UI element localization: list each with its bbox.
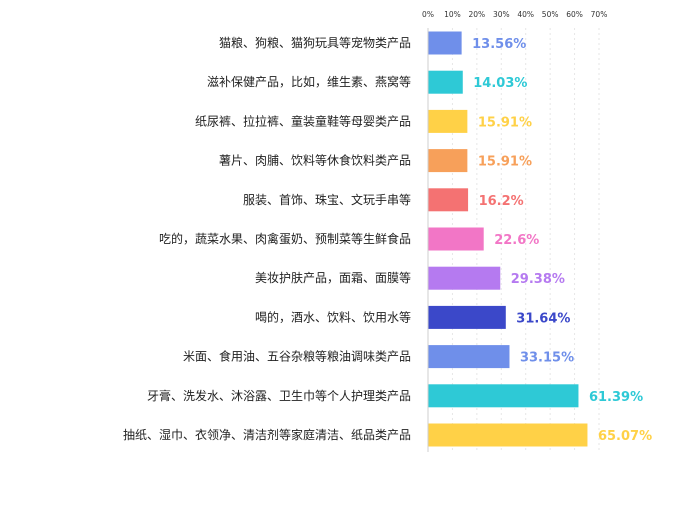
category-labels: 猫粮、狗粮、猫狗玩具等宠物类产品滋补保健产品，比如，维生素、燕窝等纸尿裤、拉拉裤… (123, 35, 411, 442)
x-tick-label: 10% (444, 10, 461, 19)
data-label: 22.6% (494, 233, 539, 248)
bar (428, 188, 469, 212)
category-label: 牙膏、洗发水、沐浴露、卫生巾等个人护理类产品 (147, 388, 411, 403)
category-label: 抽纸、湿巾、衣领净、清洁剂等家庭清洁、纸品类产品 (123, 427, 411, 442)
category-label: 纸尿裤、拉拉裤、童装童鞋等母婴类产品 (195, 113, 411, 128)
value-labels: 13.56% 14.03% 15.91% 15.91% 16.2% 22.6% 29.38%… (472, 37, 652, 444)
data-label: 14.03% (473, 76, 527, 91)
bar (428, 31, 462, 55)
category-label: 猫粮、狗粮、猫狗玩具等宠物类产品 (219, 35, 411, 50)
data-label: 33.15% (520, 351, 574, 366)
category-label: 美妆护肤产品，面霜、面膜等 (255, 270, 411, 285)
category-label: 米面、食用油、五谷杂粮等粮油调味类产品 (183, 349, 411, 364)
category-label: 滋补保健产品，比如，维生素、燕窝等 (207, 74, 411, 89)
bars (428, 31, 588, 447)
bar (428, 70, 463, 94)
bar (428, 266, 501, 290)
data-label: 13.56% (472, 37, 526, 52)
x-tick-label: 50% (542, 10, 559, 19)
data-label: 29.38% (511, 272, 565, 287)
bar (428, 384, 579, 408)
bar (428, 345, 510, 369)
data-label: 15.91% (478, 155, 532, 170)
bar (428, 109, 468, 133)
x-tick-label: 20% (469, 10, 486, 19)
data-label: 61.39% (589, 390, 643, 405)
bar (428, 227, 484, 251)
x-tick-label: 0% (422, 10, 434, 19)
bar (428, 149, 468, 173)
category-label: 喝的，酒水、饮料、饮用水等 (255, 309, 411, 324)
x-axis-ticks: 0% 10% 20% 30% 40% 50% 60% 70% (422, 10, 607, 19)
x-tick-label: 60% (566, 10, 583, 19)
category-label: 薯片、肉脯、饮料等休食饮料类产品 (219, 153, 411, 168)
data-label: 31.64% (516, 311, 570, 326)
x-tick-label: 40% (517, 10, 534, 19)
data-label: 15.91% (478, 115, 532, 130)
x-tick-label: 70% (591, 10, 608, 19)
data-label: 16.2% (479, 194, 524, 209)
x-tick-label: 30% (493, 10, 510, 19)
category-label: 吃的，蔬菜水果、肉禽蛋奶、预制菜等生鲜食品 (159, 231, 411, 246)
data-label: 65.07% (598, 429, 652, 444)
bar (428, 423, 588, 447)
category-label: 服装、首饰、珠宝、文玩手串等 (243, 192, 411, 207)
bar (428, 305, 506, 329)
